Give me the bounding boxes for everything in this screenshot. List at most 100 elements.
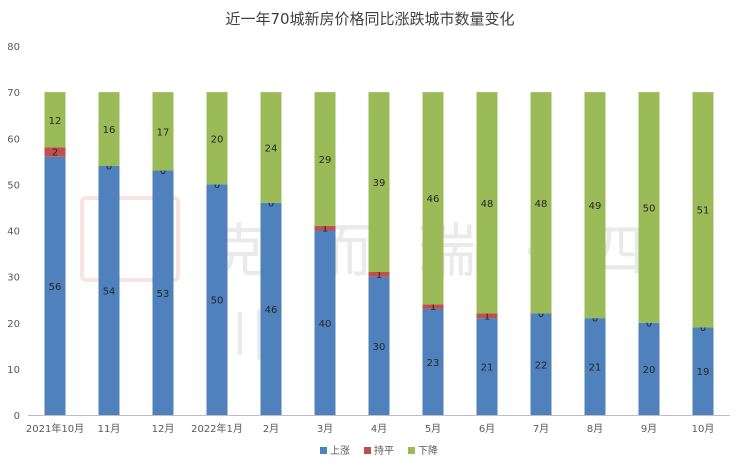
data-label: 22	[535, 360, 548, 371]
data-label: 0	[538, 309, 544, 320]
data-label: 50	[211, 296, 224, 307]
data-label: 0	[106, 161, 112, 172]
bar-segment-down	[584, 92, 606, 319]
bar-segment-up	[530, 313, 552, 415]
y-tick-label: 20	[7, 319, 20, 330]
data-label: 20	[643, 365, 656, 376]
bar-segment-down	[260, 92, 282, 203]
bar-segment-down	[530, 92, 552, 314]
data-label: 21	[589, 363, 602, 374]
y-tick-label: 30	[7, 273, 20, 284]
data-label: 1	[484, 311, 490, 322]
bar-segment-up	[368, 276, 390, 415]
data-label: 48	[481, 199, 494, 210]
data-label: 29	[319, 155, 332, 166]
x-tick-label: 7月	[533, 423, 549, 435]
data-label: 39	[373, 178, 386, 189]
data-label: 46	[265, 305, 278, 316]
data-label: 12	[49, 116, 62, 127]
data-label: 23	[427, 358, 440, 369]
y-tick-label: 70	[7, 88, 20, 99]
bar-segment-flat	[314, 225, 336, 231]
x-tick-label: 10月	[692, 423, 715, 435]
y-tick-label: 40	[7, 227, 20, 238]
x-tick-label: 6月	[479, 423, 495, 435]
bar-segment-down	[368, 92, 390, 273]
legend-label: 上涨	[330, 445, 350, 457]
data-label: 19	[697, 367, 710, 378]
bar-segment-up	[476, 318, 498, 415]
data-label: 17	[157, 127, 170, 138]
chart-title: 近一年70城新房价格同比涨跌城市数量变化	[225, 10, 515, 28]
data-label: 46	[427, 194, 440, 205]
x-tick-label: 2021年10月	[26, 422, 84, 435]
watermark-seal-icon	[80, 196, 180, 282]
legend-swatch	[364, 447, 371, 454]
bar-segment-flat	[476, 313, 498, 319]
bar-segment-up	[98, 165, 120, 415]
bar-segment-up	[314, 230, 336, 415]
data-label: 30	[373, 342, 386, 353]
bar-segment-down	[476, 92, 498, 314]
data-label: 21	[481, 363, 494, 374]
bar-segment-flat	[44, 147, 66, 157]
bar-segment-down	[638, 92, 660, 323]
bar-segment-flat	[422, 304, 444, 309]
data-label: 2	[52, 148, 58, 159]
data-label: 51	[697, 206, 710, 217]
bar-segment-down	[98, 92, 120, 166]
bar-segment-down	[692, 92, 714, 328]
data-label: 40	[319, 319, 332, 330]
x-tick-label: 5月	[425, 423, 441, 435]
data-label: 0	[268, 198, 274, 209]
data-label: 48	[535, 199, 548, 210]
data-label: 53	[157, 289, 170, 300]
x-tick-label: 11月	[98, 423, 121, 435]
y-tick-label: 10	[7, 365, 20, 376]
data-label: 56	[49, 282, 62, 293]
bar-segment-down	[422, 92, 444, 305]
x-tick-label: 3月	[317, 423, 333, 435]
y-tick-label: 50	[7, 180, 20, 191]
y-tick-label: 80	[7, 42, 20, 53]
bar-segment-up	[422, 308, 444, 415]
data-label: 1	[430, 302, 436, 313]
legend-swatch	[320, 447, 327, 454]
data-label: 1	[322, 224, 328, 235]
y-tick-label: 0	[14, 411, 20, 422]
data-label: 54	[103, 286, 116, 297]
bar-segment-down	[206, 92, 228, 185]
data-label: 0	[646, 318, 652, 329]
bar-segment-up	[692, 327, 714, 415]
legend-label: 下降	[418, 444, 438, 457]
bar-segment-flat	[368, 272, 390, 277]
bar-segment-up	[44, 156, 66, 415]
bar-segment-up	[260, 202, 282, 415]
data-label: 16	[103, 125, 116, 136]
data-label: 1	[376, 270, 382, 281]
data-label: 24	[265, 143, 278, 154]
x-tick-label: 12月	[152, 423, 175, 435]
data-label: 49	[589, 201, 602, 212]
y-tick-label: 60	[7, 134, 20, 145]
x-tick-label: 2月	[263, 423, 279, 435]
bar-segment-up	[152, 170, 174, 415]
data-label: 0	[700, 323, 706, 334]
bar-segment-up	[584, 318, 606, 415]
legend-label: 持平	[374, 444, 394, 457]
legend-swatch	[408, 447, 415, 454]
data-label: 0	[592, 314, 598, 325]
x-tick-label: 8月	[587, 423, 603, 435]
data-label: 0	[214, 180, 220, 191]
bar-segment-down	[44, 92, 66, 148]
x-tick-label: 4月	[371, 423, 387, 435]
data-label: 50	[643, 203, 656, 214]
bar-segment-up	[206, 184, 228, 415]
data-label: 0	[160, 166, 166, 177]
data-label: 20	[211, 134, 224, 145]
bar-segment-down	[314, 92, 336, 226]
bar-segment-down	[152, 92, 174, 171]
bar-segment-up	[638, 322, 660, 415]
x-tick-label: 9月	[641, 423, 657, 435]
